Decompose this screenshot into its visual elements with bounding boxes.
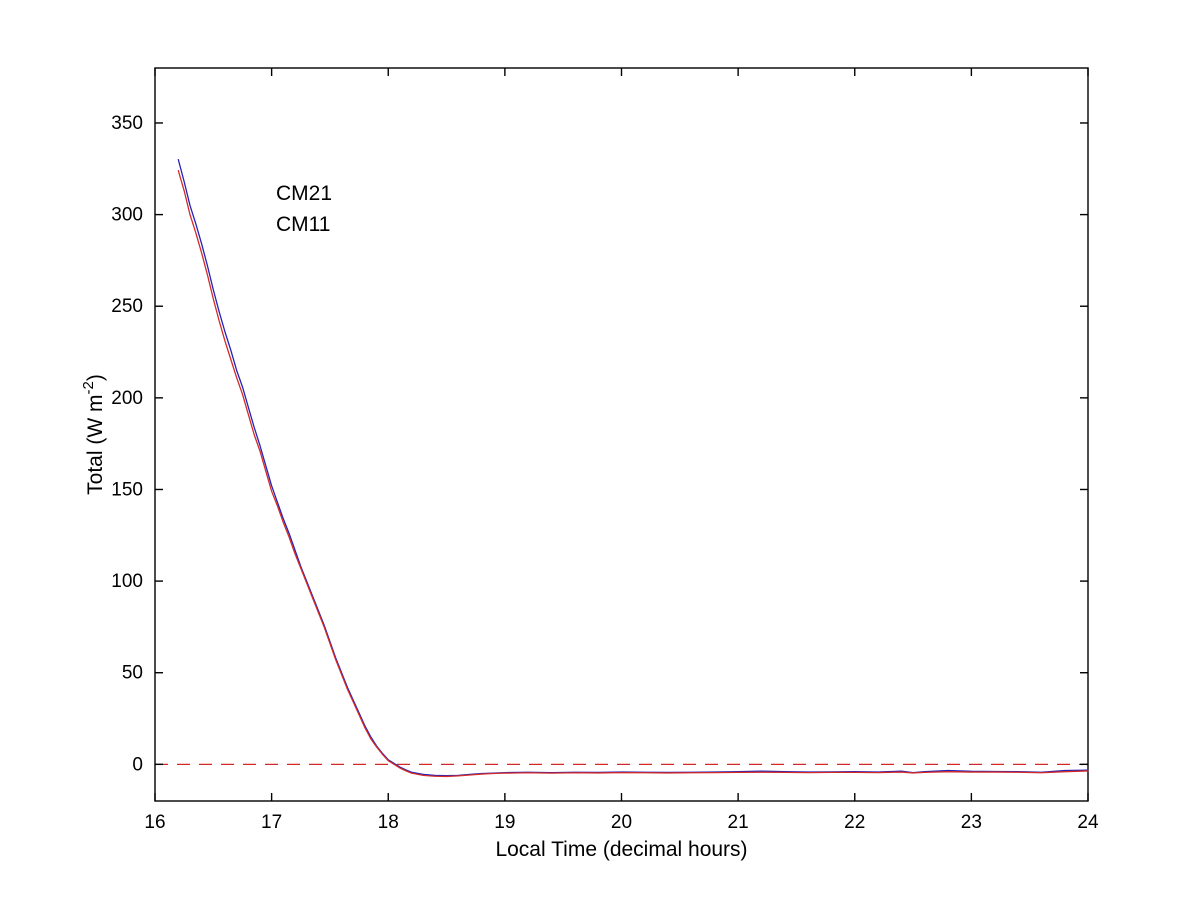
y-tick-label: 0 [132, 754, 143, 775]
y-tick-label: 150 [111, 479, 143, 500]
y-tick-label: 300 [111, 205, 143, 226]
y-tick-label: 250 [111, 296, 143, 317]
plot-box [154, 67, 1089, 802]
x-tick-label: 17 [261, 812, 282, 833]
x-tick-label: 21 [728, 812, 749, 833]
legend-label-cm21: CM21 [276, 182, 332, 205]
y-tick-label: 350 [111, 113, 143, 134]
series-line-cm11 [177, 169, 1089, 778]
y-tick-label: 200 [111, 388, 143, 409]
x-tick-label: 18 [378, 812, 399, 833]
x-tick-label: 23 [961, 812, 982, 833]
x-tick-label: 16 [144, 812, 165, 833]
y-axis-title: Total (W m-2) [80, 374, 107, 495]
legend-label-cm11: CM11 [276, 213, 330, 236]
y-tick-label: 50 [122, 663, 143, 684]
series-line-cm21 [177, 158, 1089, 777]
x-tick-label: 24 [1077, 812, 1099, 833]
x-tick-label: 22 [844, 812, 865, 833]
y-tick-label: 100 [111, 571, 143, 592]
x-tick-label: 19 [494, 812, 515, 833]
x-tick-label: 20 [611, 812, 632, 833]
x-axis-title: Local Time (decimal hours) [495, 838, 747, 861]
